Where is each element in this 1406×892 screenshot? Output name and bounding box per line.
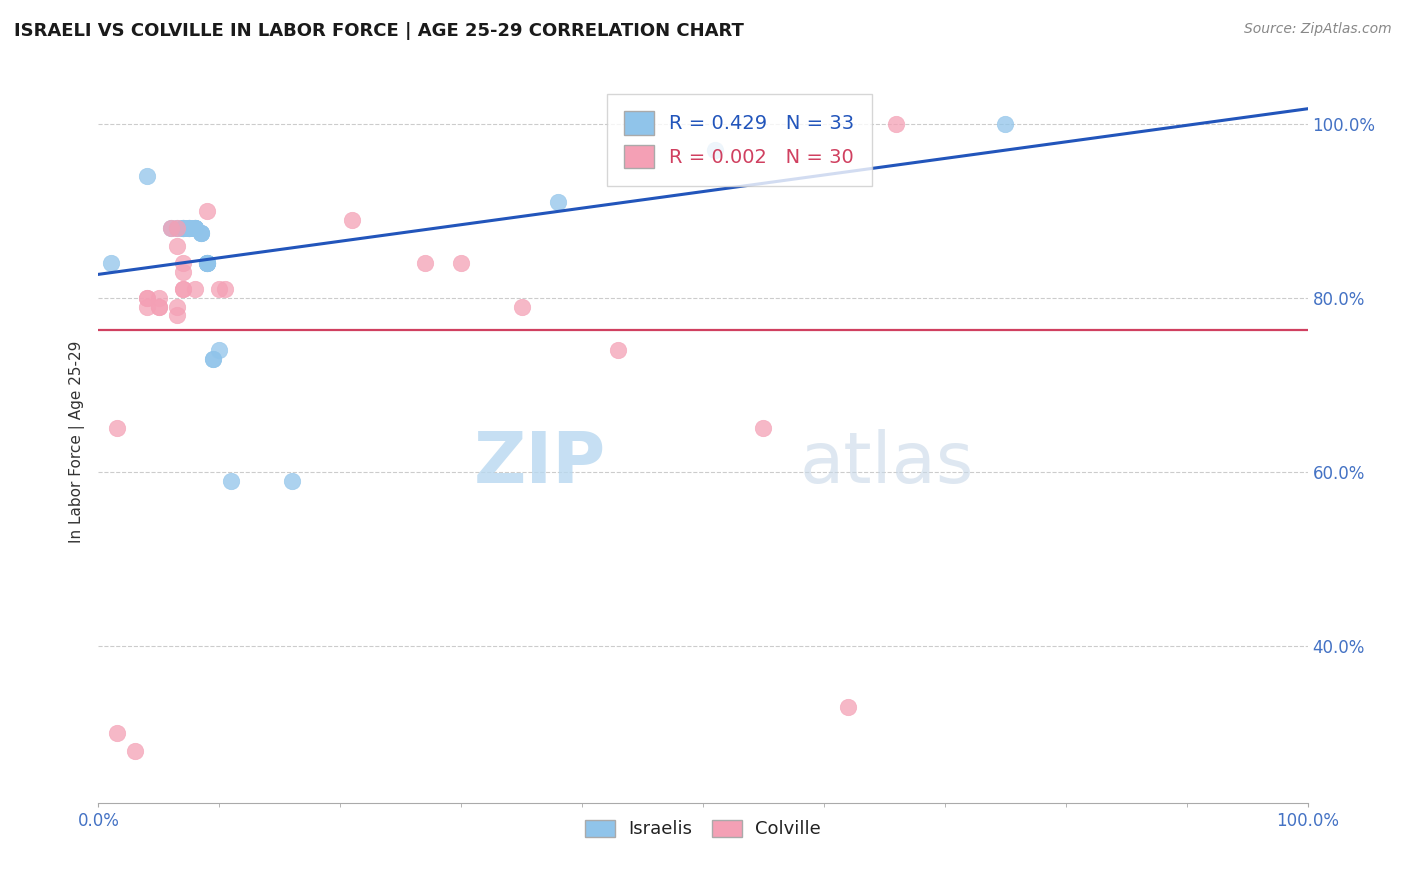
Point (172, 221, 194, 235)
Point (124, 743, 146, 757)
Point (214, 282, 236, 296)
Point (160, 221, 183, 235)
Point (190, 226, 212, 240)
Legend: Israelis, Colville: Israelis, Colville (578, 814, 828, 845)
Point (510, 300, 533, 314)
Point (342, 212, 364, 227)
Point (184, 221, 207, 235)
Point (195, 256, 218, 270)
Point (179, 221, 201, 235)
Point (184, 221, 207, 235)
Point (172, 256, 194, 270)
Point (184, 282, 207, 296)
Point (166, 300, 188, 314)
Point (994, 117, 1017, 131)
Point (105, 726, 128, 740)
Point (172, 221, 194, 235)
Point (190, 226, 212, 240)
Point (202, 351, 225, 366)
Point (172, 265, 194, 279)
Point (221, 474, 243, 488)
Point (607, 343, 630, 358)
Point (148, 291, 170, 305)
Point (886, 117, 908, 131)
Point (148, 300, 170, 314)
Point (135, 291, 157, 305)
Point (281, 474, 304, 488)
Point (195, 256, 218, 270)
Point (837, 700, 859, 714)
Point (148, 300, 170, 314)
Point (208, 343, 231, 358)
Point (413, 256, 436, 270)
Point (172, 221, 194, 235)
Point (450, 256, 472, 270)
Point (105, 421, 128, 435)
Point (172, 282, 194, 296)
Point (195, 256, 218, 270)
Point (135, 291, 157, 305)
Point (752, 421, 775, 435)
Point (195, 203, 218, 218)
Point (172, 221, 194, 235)
Text: ISRAELI VS COLVILLE IN LABOR FORCE | AGE 25-29 CORRELATION CHART: ISRAELI VS COLVILLE IN LABOR FORCE | AGE… (14, 22, 744, 40)
Point (208, 282, 231, 296)
Point (135, 169, 157, 183)
Point (704, 143, 727, 157)
Point (166, 221, 188, 235)
Point (547, 195, 569, 210)
Y-axis label: In Labor Force | Age 25-29: In Labor Force | Age 25-29 (69, 341, 84, 542)
Point (184, 221, 207, 235)
Point (179, 221, 201, 235)
Point (166, 238, 188, 252)
Text: ZIP: ZIP (474, 429, 606, 498)
Point (166, 221, 188, 235)
Point (202, 351, 225, 366)
Point (179, 221, 201, 235)
Point (172, 282, 194, 296)
Point (195, 256, 218, 270)
Point (166, 308, 188, 322)
Point (184, 221, 207, 235)
Text: atlas: atlas (800, 429, 974, 498)
Point (184, 221, 207, 235)
Point (160, 221, 183, 235)
Point (100, 256, 122, 270)
Point (179, 221, 201, 235)
Text: Source: ZipAtlas.com: Source: ZipAtlas.com (1244, 22, 1392, 37)
Point (190, 226, 212, 240)
Point (195, 256, 218, 270)
Point (135, 300, 157, 314)
